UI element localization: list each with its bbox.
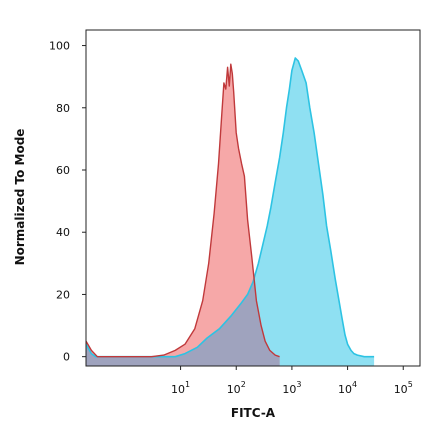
- x-tick-label: 101: [171, 380, 190, 396]
- x-axis-title: FITC-A: [231, 406, 276, 420]
- x-tick-label: 103: [282, 380, 301, 396]
- y-tick-label: 60: [56, 164, 70, 177]
- x-tick-label: 104: [338, 380, 357, 396]
- series-red-area: [86, 64, 280, 366]
- y-tick-label: 100: [49, 40, 70, 53]
- y-tick-label: 20: [56, 288, 70, 301]
- y-axis-title: Normalized To Mode: [13, 129, 27, 266]
- y-tick-label: 40: [56, 226, 70, 239]
- x-tick-label: 105: [394, 380, 413, 396]
- plot-frame: [85, 29, 421, 367]
- y-tick-label: 0: [63, 351, 70, 364]
- series-red-line: [86, 63, 280, 358]
- x-axis-ticks: 101 102 103 104 105: [171, 366, 413, 396]
- series-layer: [86, 57, 375, 366]
- x-tick-label: 102: [227, 380, 246, 396]
- y-tick-label: 80: [56, 102, 70, 115]
- series-cyan-area: [86, 58, 375, 366]
- y-axis-ticks: 0 20 40 60 80 100: [49, 40, 86, 364]
- series-cyan-line: [86, 57, 375, 358]
- series-overlap-area: [86, 64, 280, 366]
